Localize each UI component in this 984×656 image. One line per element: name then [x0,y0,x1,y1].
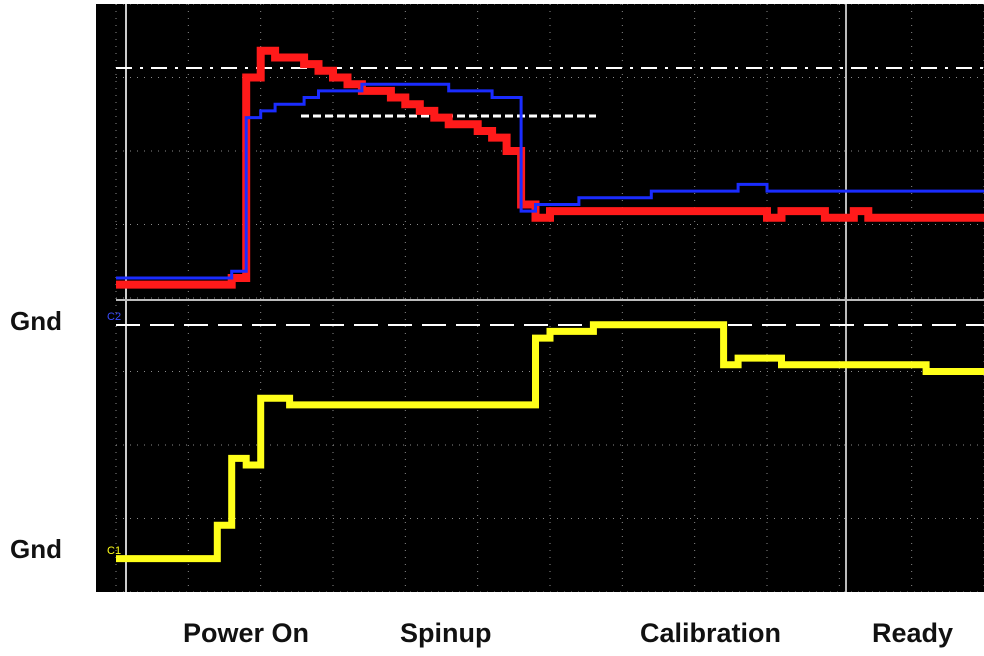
channel-2-marker: C2 [107,311,121,323]
phase-label-power-on: Power On [183,618,310,648]
phase-label-spinup: Spinup [400,618,492,648]
trace-series-1 [116,82,984,280]
ground-label-channel-2: Gnd [10,306,62,336]
traces [116,46,984,563]
trace-series-0 [116,46,984,289]
trace-series-2 [116,321,984,563]
channel-1-marker: C1 [107,545,121,557]
phase-label-calibration: Calibration [640,618,782,648]
phase-label-ready: Ready [872,618,954,648]
ground-label-channel-1: Gnd [10,534,62,564]
graticule [115,4,984,592]
oscilloscope-display: C2 C1 [96,4,984,592]
